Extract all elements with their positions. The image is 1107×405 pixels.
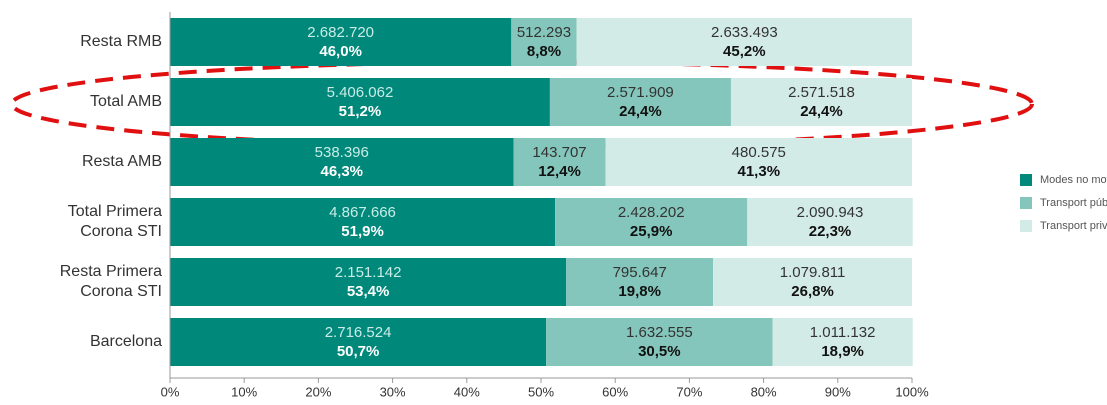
category-label: Barcelona — [89, 333, 162, 350]
category-label: Resta AMB — [81, 153, 162, 170]
x-tick-label: 10% — [231, 384, 257, 399]
x-tick-label: 40% — [454, 384, 480, 399]
value-label: 18,9% — [821, 343, 864, 360]
legend-swatch — [1020, 174, 1032, 186]
value-label: 46,0% — [319, 43, 362, 60]
value-label: 51,9% — [341, 223, 384, 240]
value-label: 46,3% — [320, 163, 363, 180]
count-label: 512.293 — [517, 24, 571, 41]
category-label: Resta Primera Corona STI — [59, 263, 162, 300]
value-label: 8,8% — [527, 43, 561, 60]
bar-segment — [170, 18, 512, 66]
count-label: 2.571.909 — [607, 84, 674, 101]
category-label: Total AMB — [89, 93, 162, 110]
x-tick-label: 20% — [305, 384, 331, 399]
count-label: 1.079.811 — [780, 264, 846, 281]
x-tick-label: 30% — [380, 384, 406, 399]
value-label: 53,4% — [347, 283, 390, 300]
value-label: 50,7% — [337, 343, 380, 360]
bar-segment — [170, 138, 514, 186]
bar-segment — [747, 198, 913, 246]
count-label: 2.571.518 — [788, 84, 855, 101]
count-label: 2.716.524 — [325, 324, 392, 341]
value-label: 24,4% — [800, 103, 843, 120]
count-label: 2.151.142 — [335, 264, 402, 281]
x-tick-label: 60% — [602, 384, 628, 399]
count-label: 2.428.202 — [618, 204, 685, 221]
bar-segment — [511, 18, 577, 66]
value-label: 19,8% — [618, 283, 661, 300]
value-label: 12,4% — [538, 163, 581, 180]
value-label: 51,2% — [339, 103, 382, 120]
value-label: 45,2% — [723, 43, 766, 60]
count-label: 2.090.943 — [797, 204, 864, 221]
x-tick-label: 70% — [676, 384, 702, 399]
bar-segment — [170, 258, 567, 306]
value-label: 22,3% — [809, 223, 852, 240]
value-label: 24,4% — [619, 103, 662, 120]
count-label: 143.707 — [532, 144, 586, 161]
count-label: 795.647 — [613, 264, 667, 281]
count-label: 2.682.720 — [307, 24, 374, 41]
legend-swatch — [1020, 197, 1032, 209]
bar-segment — [546, 318, 773, 366]
bar-segment — [555, 198, 748, 246]
bar-segment — [713, 258, 912, 306]
value-label: 30,5% — [638, 343, 681, 360]
count-label: 480.575 — [732, 144, 786, 161]
count-label: 4.867.666 — [329, 204, 396, 221]
count-label: 1.632.555 — [626, 324, 693, 341]
bar-segment — [566, 258, 714, 306]
bar-segment — [772, 318, 913, 366]
legend-swatch — [1020, 220, 1032, 232]
category-label: Total Primera Corona STI — [67, 203, 162, 240]
bar-segment — [170, 198, 556, 246]
value-label: 26,8% — [791, 283, 834, 300]
count-label: 5.406.062 — [327, 84, 394, 101]
value-label: 25,9% — [630, 223, 673, 240]
x-tick-label: 0% — [161, 384, 180, 399]
value-label: 41,3% — [738, 163, 781, 180]
bar-segment — [549, 78, 731, 126]
bar-segment — [170, 318, 547, 366]
bar-segment — [605, 138, 912, 186]
legend-label: Modes no motoritzats — [1040, 174, 1107, 186]
category-label: Resta RMB — [80, 33, 162, 50]
x-tick-label: 50% — [528, 384, 554, 399]
legend-label: Transport privat — [1040, 220, 1107, 232]
x-tick-label: 90% — [825, 384, 851, 399]
bar-segment — [513, 138, 606, 186]
bar-segment — [170, 78, 550, 126]
x-tick-label: 80% — [751, 384, 777, 399]
count-label: 2.633.493 — [711, 24, 778, 41]
bar-segment — [576, 18, 912, 66]
count-label: 538.396 — [315, 144, 369, 161]
count-label: 1.011.132 — [810, 324, 876, 341]
legend-label: Transport públic — [1040, 197, 1107, 209]
x-tick-label: 100% — [895, 384, 929, 399]
bar-segment — [730, 78, 912, 126]
